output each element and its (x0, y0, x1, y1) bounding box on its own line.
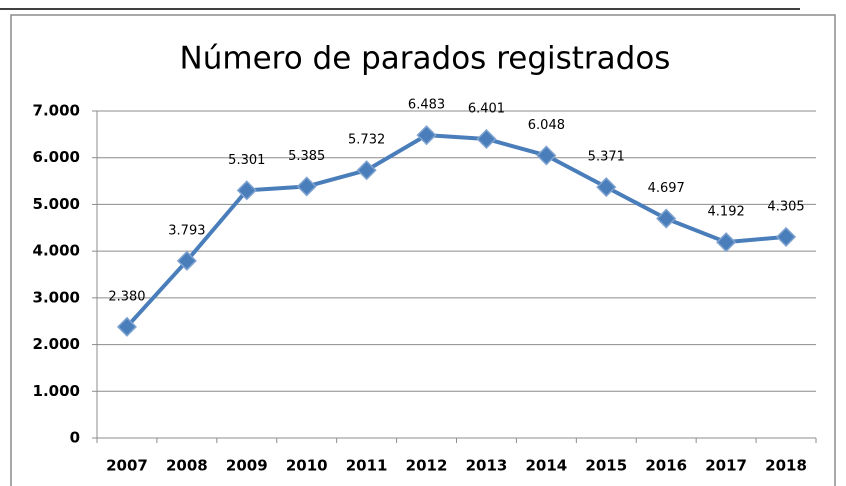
x-tick-label: 2018 (765, 457, 807, 475)
y-tick-label: 1.000 (33, 382, 80, 400)
y-tick-label: 3.000 (33, 288, 80, 306)
data-label: 4.305 (767, 199, 804, 214)
data-label: 5.301 (228, 153, 265, 168)
x-tick-label: 2009 (226, 457, 268, 475)
point-marker (716, 232, 737, 253)
data-label: 6.483 (408, 98, 445, 113)
x-tick-label: 2013 (466, 457, 508, 475)
point-marker (476, 128, 497, 150)
x-tick-label: 2015 (585, 457, 627, 475)
data-label: 3.793 (168, 223, 205, 238)
point-marker (116, 316, 138, 337)
data-label: 6.048 (528, 118, 565, 133)
point-marker (416, 125, 437, 146)
point-marker (656, 208, 677, 229)
point-marker (536, 145, 557, 166)
x-tick-label: 2007 (106, 457, 148, 475)
data-label: 4.192 (708, 205, 745, 220)
x-tick-label: 2010 (286, 457, 328, 475)
point-marker (356, 160, 377, 181)
y-tick-label: 2.000 (33, 335, 80, 353)
data-label: 5.371 (588, 150, 625, 165)
point-marker (236, 180, 257, 201)
x-tick-label: 2016 (645, 457, 687, 475)
point-marker (596, 177, 617, 198)
x-tick-label: 2017 (705, 457, 747, 475)
data-label: 6.401 (468, 101, 505, 116)
data-label: 4.697 (648, 181, 685, 196)
y-tick-label: 5.000 (33, 195, 80, 213)
series-line (125, 133, 787, 329)
x-tick-label: 2014 (526, 457, 568, 475)
y-tick-label: 6.000 (33, 148, 80, 166)
point-marker (775, 226, 797, 247)
chart-title: Número de parados registrados (180, 41, 671, 77)
point-marker (296, 176, 317, 197)
point-marker (176, 250, 197, 271)
x-tick-label: 2008 (166, 457, 208, 475)
y-tick-label: 7.000 (33, 102, 80, 120)
data-label: 5.732 (348, 133, 385, 148)
chart-border (10, 14, 836, 486)
x-tick-label: 2011 (346, 457, 388, 475)
y-tick-label: 4.000 (33, 242, 80, 260)
x-tick-label: 2012 (406, 457, 448, 475)
y-tick-label: 0 (70, 429, 80, 447)
data-label: 5.385 (288, 149, 325, 164)
data-label: 2.380 (108, 289, 145, 304)
